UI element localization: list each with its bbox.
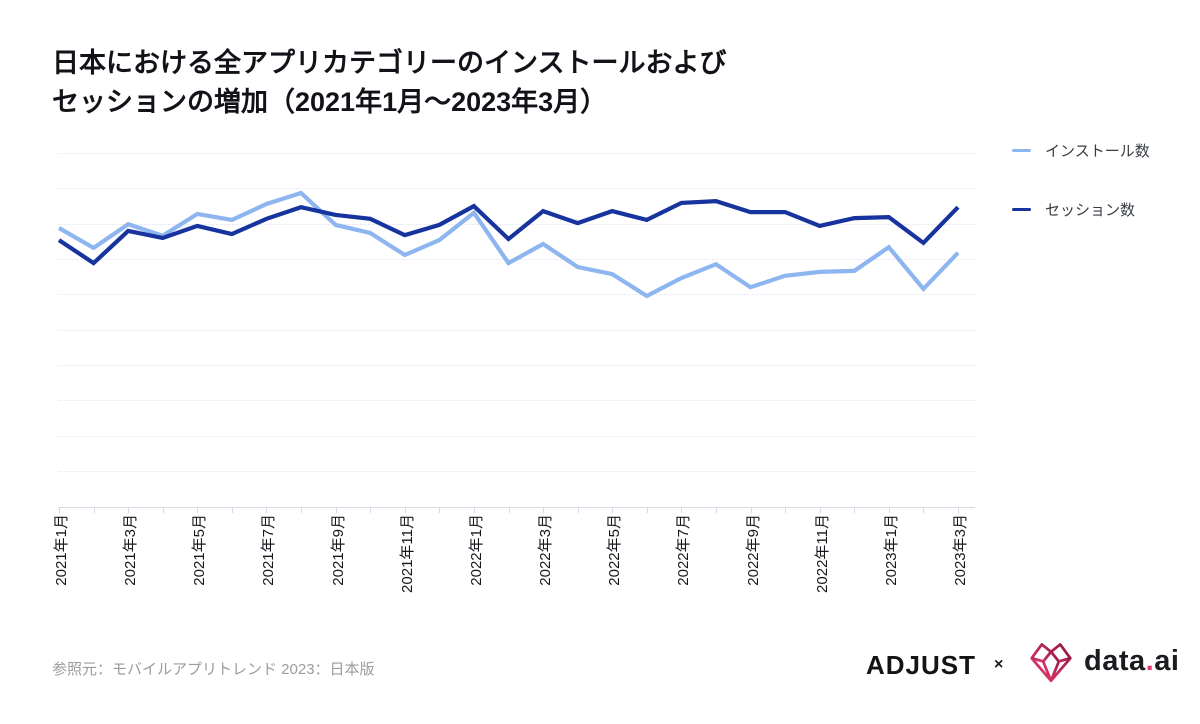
legend: インストール数 セッション数 <box>1012 140 1150 258</box>
x-tick <box>854 507 856 513</box>
gridline <box>58 365 975 366</box>
x-tick <box>404 507 406 513</box>
x-tick <box>508 507 510 513</box>
source-text: 参照元：モバイルアプリトレンド 2023：日本版 <box>52 661 375 678</box>
x-tick <box>301 507 303 513</box>
dataai-word-dot: . <box>1145 644 1155 677</box>
x-tick <box>785 507 787 513</box>
x-axis-line <box>58 507 975 508</box>
dataai-logo: data.ai <box>1028 638 1179 684</box>
legend-item: セッション数 <box>1012 199 1150 220</box>
legend-swatch <box>1012 208 1031 211</box>
x-tick <box>266 507 268 513</box>
partnership-x-separator: × <box>994 656 1004 673</box>
x-tick <box>646 507 648 513</box>
x-tick <box>439 507 441 513</box>
dataai-word-pre: data <box>1084 644 1146 677</box>
x-tick <box>162 507 164 513</box>
x-tick <box>335 507 337 513</box>
x-tick <box>93 507 95 513</box>
x-tick <box>473 507 475 513</box>
legend-item: インストール数 <box>1012 140 1150 161</box>
series-line-セッション数 <box>57 198 960 266</box>
gridline <box>58 153 975 154</box>
adjust-logo: ADJUST <box>866 650 977 680</box>
dataai-gem-icon <box>1030 643 1072 683</box>
series-line-インストール数 <box>57 190 960 299</box>
x-tick <box>819 507 821 513</box>
chart-title: 日本における全アプリカテゴリーのインストールおよび セッションの増加（2021年… <box>52 44 726 122</box>
gridline <box>58 471 975 472</box>
x-tick <box>577 507 579 513</box>
chart-title-line1: 日本における全アプリカテゴリーのインストールおよび <box>52 48 727 78</box>
x-tick <box>543 507 545 513</box>
dataai-word-post: ai <box>1154 644 1180 677</box>
x-tick <box>370 507 372 513</box>
x-tick <box>750 507 752 513</box>
gridline <box>58 329 975 331</box>
x-tick <box>888 507 890 513</box>
dataai-wordmark: data.ai <box>1084 645 1179 678</box>
legend-label: インストール数 <box>1045 143 1150 160</box>
gridline <box>58 223 975 225</box>
legend-label: セッション数 <box>1045 202 1136 219</box>
gridline <box>58 188 975 190</box>
x-tick <box>958 507 959 513</box>
x-tick <box>128 507 130 513</box>
legend-swatch <box>1012 149 1031 152</box>
x-tick <box>681 507 683 513</box>
x-tick <box>231 507 233 513</box>
chart-title-line2: セッションの増加（2021年1月～2023年3月） <box>52 87 608 117</box>
x-tick <box>197 507 199 513</box>
x-tick <box>715 507 717 513</box>
x-tick <box>923 507 925 513</box>
gridline <box>58 294 975 296</box>
x-tick <box>59 507 60 513</box>
gridline <box>58 435 975 437</box>
gridline <box>58 400 975 402</box>
x-tick <box>612 507 614 513</box>
